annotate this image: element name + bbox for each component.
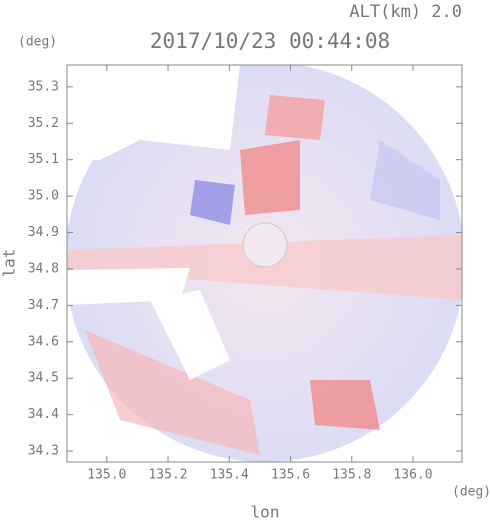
radar-echo [240,140,300,215]
y-tick-label: 34.7 [28,298,59,313]
x-unit: (deg) [452,485,491,500]
y-unit: (deg) [18,35,57,50]
no-echo [67,268,190,305]
y-tick-label: 34.5 [28,371,59,386]
y-tick-label: 34.9 [28,225,59,240]
radar-band [67,235,462,300]
radar-echo [370,140,440,220]
radar-echo [265,95,325,140]
x-tick-label: 135.2 [148,468,187,483]
radar-echo [310,380,380,430]
x-tick-label: 135.0 [87,468,126,483]
x-tick-label: 135.6 [271,468,310,483]
annotation: ALT(km) 2.0 [349,2,462,22]
y-tick-label: 34.4 [28,407,59,422]
y-tick-label: 35.0 [28,189,59,204]
y-tick-label: 34.3 [28,444,59,459]
y-axis-label: lat [0,249,19,278]
y-tick-label: 34.8 [28,261,59,276]
radar-echo [85,330,260,455]
y-tick-label: 35.1 [28,152,59,167]
x-tick-label: 135.4 [210,468,249,483]
plot-frame [66,64,463,463]
x-tick-label: 136.0 [393,468,432,483]
x-axis-label: lon [251,503,280,521]
y-tick-label: 34.6 [28,334,59,349]
no-echo [67,65,240,160]
radar-center [242,222,288,268]
chart-title: 2017/10/23 00:44:08 [150,29,390,53]
no-echo [150,290,230,380]
y-tick-label: 35.2 [28,116,59,131]
y-tick-label: 35.3 [28,79,59,94]
x-tick-label: 135.8 [332,468,371,483]
radar-echo [190,180,235,225]
radar-field [67,65,462,462]
